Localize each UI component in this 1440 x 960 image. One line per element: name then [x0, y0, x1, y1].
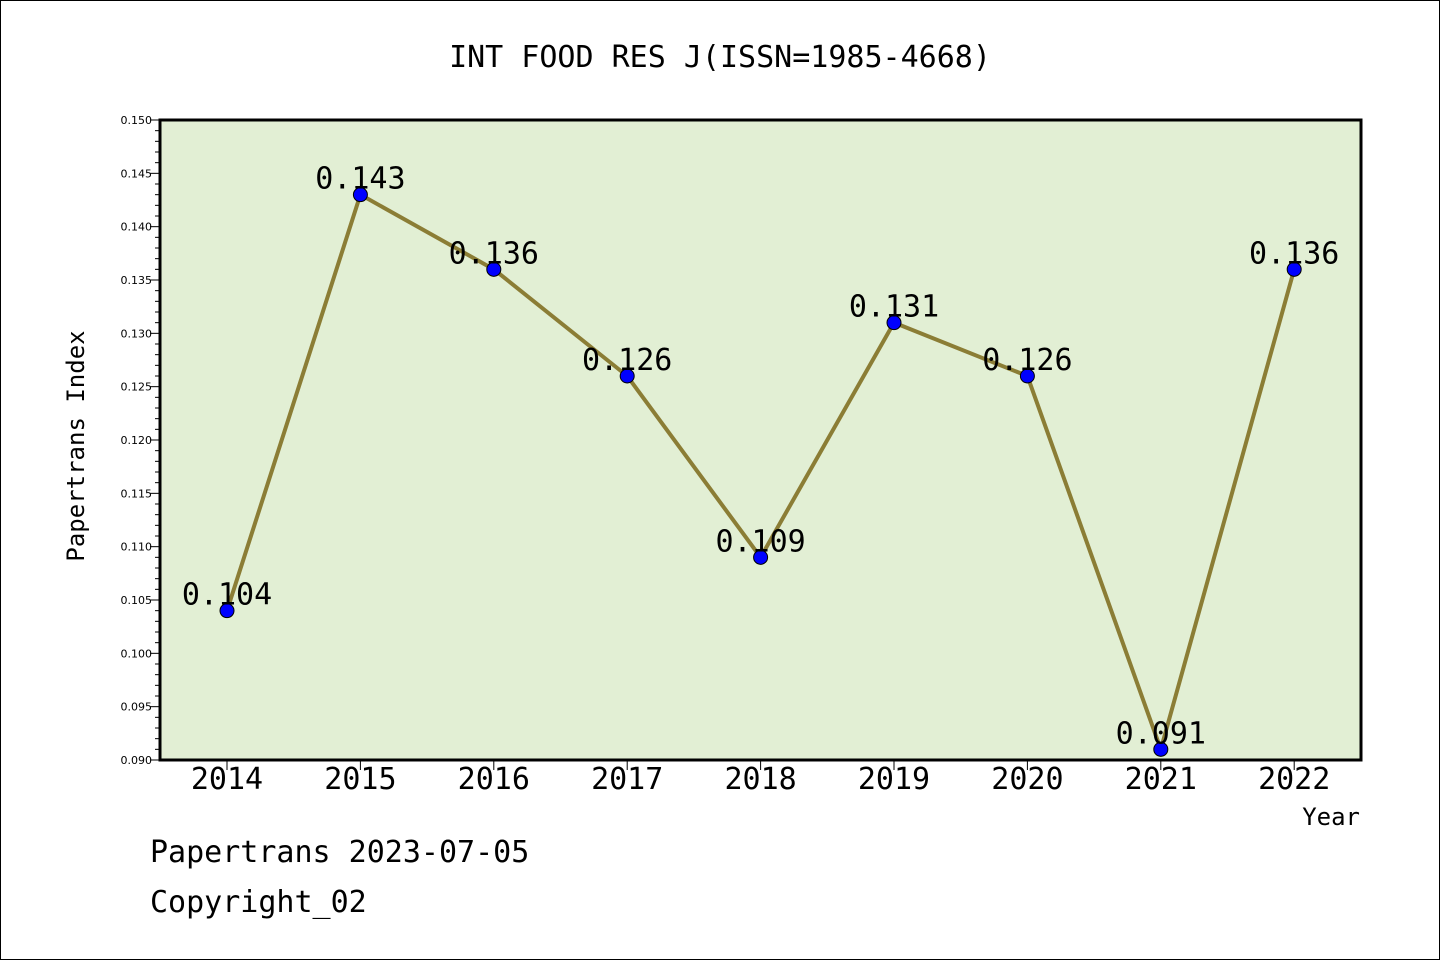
y-tick-label: 0.135 — [121, 274, 153, 287]
data-point — [1153, 741, 1169, 757]
data-label: 0.126 — [582, 343, 672, 378]
data-label: 0.091 — [1116, 716, 1206, 751]
data-labels: 0.104 0.143 0.136 0.126 0.109 0.131 0.126 0.091… — [182, 162, 1340, 752]
data-point — [886, 315, 902, 331]
y-tick-label: 0.100 — [121, 647, 153, 660]
data-label: 0.131 — [849, 290, 939, 325]
data-label: 0.143 — [315, 162, 405, 197]
plot-area — [158, 118, 1363, 762]
chart-title: INT FOOD RES J(ISSN=1985-4668) — [449, 40, 991, 75]
y-tick-label: 0.150 — [121, 114, 153, 127]
x-axis-ticks: 2014 2015 2016 2017 2018 2019 2020 2021 2022 — [191, 760, 1330, 797]
data-label: 0.109 — [715, 524, 805, 559]
data-point — [753, 549, 769, 565]
x-tick-label: 2016 — [458, 762, 530, 797]
y-tick-label: 0.090 — [121, 754, 153, 767]
x-tick-label: 2014 — [191, 762, 263, 797]
y-tick-label: 0.145 — [121, 167, 153, 180]
data-point — [486, 261, 502, 277]
y-tick-label: 0.095 — [121, 701, 153, 714]
data-point — [1019, 368, 1035, 384]
data-label: 0.104 — [182, 578, 272, 613]
data-label: 0.136 — [449, 236, 539, 271]
data-point — [619, 368, 635, 384]
x-tick-label: 2021 — [1125, 762, 1197, 797]
y-axis-ticks: 0.090 0.095 0.100 0.105 0.110 0.115 0.120 0.125… — [121, 114, 160, 767]
data-label: 0.136 — [1249, 236, 1339, 271]
x-tick-label: 2015 — [324, 762, 396, 797]
y-tick-label: 0.140 — [121, 221, 153, 234]
y-tick-label: 0.130 — [121, 327, 153, 340]
y-tick-label: 0.125 — [121, 381, 153, 394]
x-tick-label: 2022 — [1258, 762, 1330, 797]
footer-date: Papertrans 2023-07-05 — [150, 835, 530, 870]
x-tick-label: 2018 — [724, 762, 796, 797]
y-tick-label: 0.110 — [121, 541, 153, 554]
y-tick-label: 0.120 — [121, 434, 153, 447]
data-label: 0.126 — [982, 343, 1072, 378]
x-tick-label: 2020 — [991, 762, 1063, 797]
x-tick-label: 2019 — [858, 762, 930, 797]
y-axis-label: Papertrans Index — [62, 330, 90, 561]
data-point — [352, 187, 368, 203]
y-tick-label: 0.105 — [121, 594, 153, 607]
data-point — [1286, 261, 1302, 277]
data-point — [219, 603, 235, 619]
x-tick-label: 2017 — [591, 762, 663, 797]
data-points — [219, 187, 1302, 757]
footer-copyright: Copyright_02 — [150, 885, 367, 920]
x-axis-label: Year — [1302, 803, 1360, 831]
y-tick-label: 0.115 — [121, 487, 153, 500]
